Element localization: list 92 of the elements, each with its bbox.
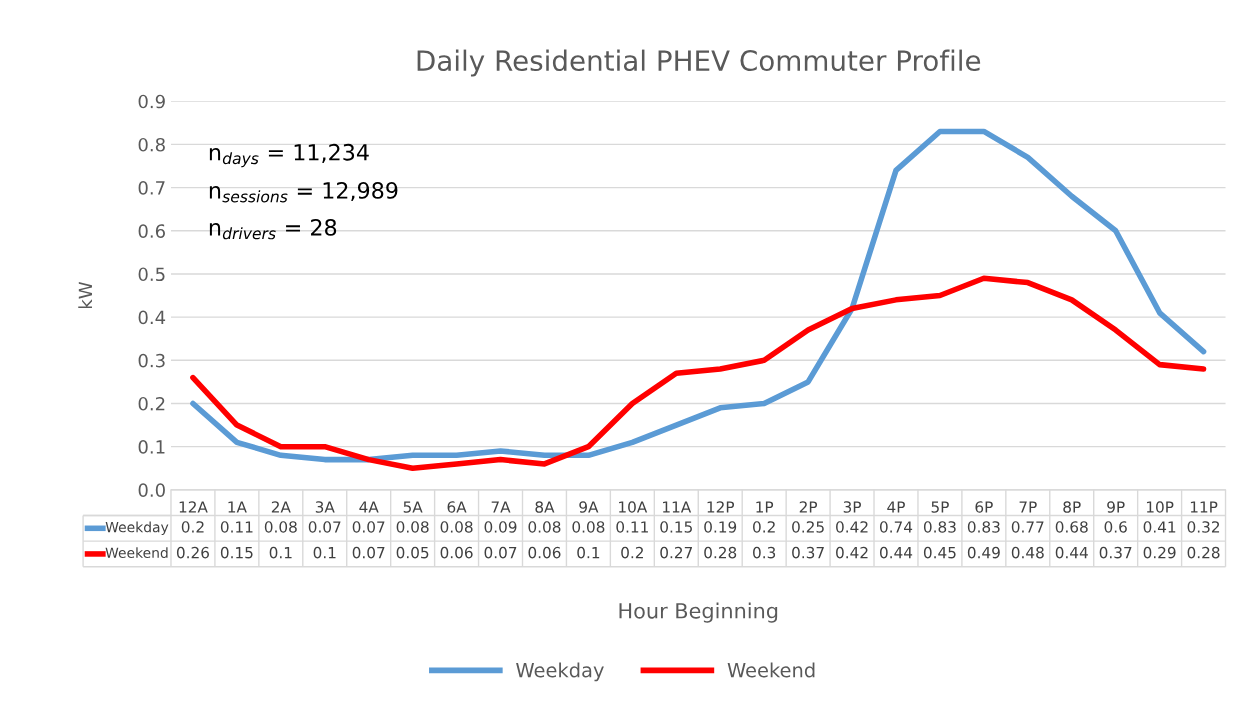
data-label: 0.09 [484, 521, 517, 533]
data-label: 0.68 [1055, 521, 1088, 533]
data-label: 0.08 [264, 521, 297, 533]
y-tick-label: 0.6 [138, 224, 165, 238]
data-label: 0.07 [308, 521, 341, 533]
y-tick-label: 0.3 [138, 353, 165, 368]
x-tick-label: 10P [1146, 501, 1174, 513]
y-axis-title: kW [78, 281, 92, 309]
y-tick-label: 0.5 [138, 267, 165, 282]
x-axis-title: Hour Beginning [619, 602, 778, 623]
text: Weekend [727, 662, 815, 678]
data-label: 0.32 [1187, 521, 1220, 533]
x-tick-label: 7P [1019, 501, 1037, 513]
x-tick-label: 1A [228, 501, 247, 513]
data-label: 0.27 [660, 546, 692, 559]
data-label: 0.2 [753, 521, 775, 533]
x-tick-label: 12A [179, 501, 208, 513]
x-tick-label: 11A [663, 501, 692, 513]
x-tick-label: 7A [491, 501, 511, 513]
data-label: 0.11 [616, 521, 648, 533]
legend-label: Weekend [105, 547, 168, 558]
x-tick-label: 5P [931, 501, 949, 513]
x-tick-label: 1P [756, 501, 774, 513]
data-label: 0.08 [572, 521, 605, 533]
x-tick-label: 2P [799, 501, 818, 513]
x-tick-label: 4P [887, 501, 905, 513]
data-label: 0.2 [621, 546, 643, 559]
data-label: 0.42 [836, 521, 868, 533]
x-tick-label: 4A [359, 501, 379, 513]
x-tick-label: 12P [707, 501, 735, 513]
data-label: 0.1 [577, 546, 600, 559]
x-tick-label: 3P [843, 501, 861, 513]
data-label: 0.08 [396, 521, 429, 533]
data-label: 0.26 [176, 546, 209, 559]
data-label: 0.29 [1143, 546, 1176, 559]
data-label: 0.44 [1055, 546, 1088, 559]
data-label: 0.2 [181, 521, 204, 533]
data-label: 0.1 [313, 546, 336, 559]
data-label: 0.83 [923, 521, 956, 533]
data-label: 0.37 [1099, 546, 1132, 559]
data-label: 0.11 [220, 521, 253, 533]
x-tick-label: 9A [579, 501, 599, 513]
data-label: 0.45 [923, 546, 956, 559]
data-label: 0.42 [836, 546, 868, 559]
data-label: 0.6 [1104, 521, 1127, 533]
x-tick-label: 8A [535, 501, 555, 513]
annotation: n$_{sessions}$ = 12,989 [209, 182, 398, 203]
data-label: 0.3 [753, 546, 776, 559]
text: Weekday [516, 662, 604, 682]
data-label: 0.08 [528, 521, 561, 533]
x-tick-label: 5A [403, 501, 423, 513]
data-label: 0.1 [269, 546, 292, 559]
y-tick-label: 0.2 [138, 396, 165, 411]
data-label: 0.48 [1011, 546, 1044, 559]
data-label: 0.28 [1187, 546, 1220, 559]
y-tick-label: 0.8 [138, 137, 165, 152]
data-label: 0.08 [440, 521, 473, 533]
x-tick-label: 3A [315, 501, 335, 513]
data-label: 0.77 [1011, 521, 1044, 533]
data-label: 0.07 [484, 546, 517, 559]
annotation: n$_{drivers}$ = 28 [209, 218, 337, 240]
data-label: 0.07 [352, 521, 385, 533]
x-tick-label: 11P [1190, 501, 1218, 513]
y-tick-label: 0.4 [138, 310, 166, 325]
y-tick-label: 0.1 [138, 440, 165, 454]
data-label: 0.49 [967, 546, 1000, 559]
data-label: 0.15 [220, 546, 253, 559]
data-label: 0.05 [396, 546, 429, 559]
data-label: 0.74 [879, 521, 913, 533]
data-label: 0.44 [879, 546, 913, 559]
data-label: 0.07 [352, 546, 385, 559]
legend-label: Weekday [105, 521, 169, 536]
x-tick-label: 6P [975, 501, 993, 513]
x-tick-label: 8P [1063, 501, 1081, 513]
chart-title: Daily Residential PHEV Commuter Profile [417, 49, 981, 77]
x-tick-label: 2A [271, 501, 291, 513]
y-tick-label: 0.7 [138, 181, 165, 195]
data-label: 0.28 [704, 546, 737, 559]
data-label: 0.19 [704, 521, 737, 533]
y-tick-label: 0.9 [138, 94, 165, 109]
data-label: 0.06 [440, 546, 473, 559]
data-label: 0.41 [1143, 521, 1176, 533]
y-tick-label: 0.0 [138, 483, 165, 497]
x-tick-label: 10A [619, 501, 648, 513]
data-label: 0.83 [967, 521, 1000, 533]
data-label: 0.25 [792, 521, 824, 533]
data-label: 0.37 [792, 546, 824, 559]
annotation: n$_{days}$ = 11,234 [209, 143, 369, 168]
data-label: 0.15 [660, 521, 692, 533]
x-tick-label: 9P [1107, 501, 1125, 513]
x-tick-label: 6A [447, 501, 467, 513]
data-label: 0.06 [528, 546, 561, 559]
